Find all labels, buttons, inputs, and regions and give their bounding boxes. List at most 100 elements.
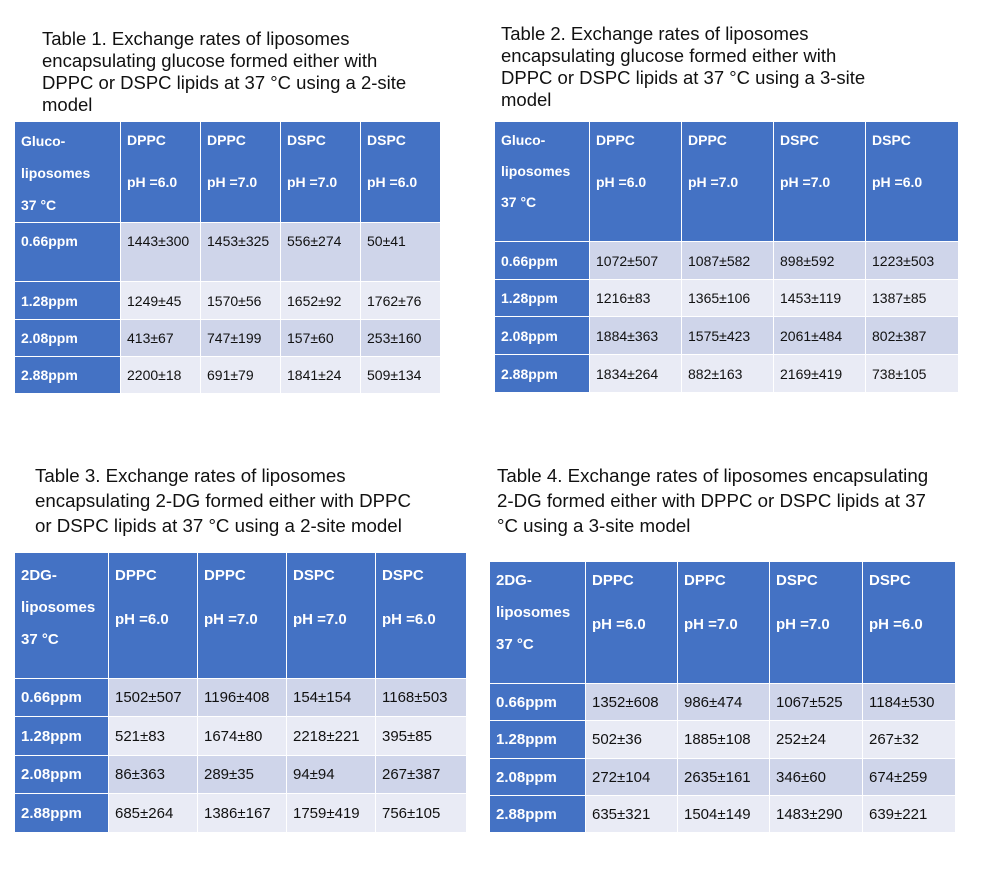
table-cell: 1443±300 [120, 222, 201, 282]
table-cell: 2169±419 [773, 354, 866, 393]
table-cell: 1168±503 [375, 678, 467, 717]
table-cell: 1196±408 [197, 678, 287, 717]
table-cell: 1072±507 [589, 241, 682, 280]
table-cell: 1067±525 [769, 683, 863, 721]
table-2-caption: Table 2. Exchange rates of liposomes enc… [501, 23, 866, 110]
table-cell: 1834±264 [589, 354, 682, 393]
table-row: 2.88ppm 685±264 1386±167 1759±419 756±10… [14, 793, 467, 833]
table-cell: 556±274 [280, 222, 361, 282]
table-cell: 635±321 [585, 795, 678, 833]
row-label: 0.66ppm [14, 222, 121, 282]
table-cell: 252±24 [769, 720, 863, 759]
table-cell: 1386±167 [197, 793, 287, 833]
table-cell: 1365±106 [681, 279, 774, 317]
column-header: DPPC pH =7.0 [677, 561, 770, 684]
header-row: Gluco- liposomes 37 °C DPPC pH =6.0 DPPC p… [14, 121, 441, 223]
table-row: 2.88ppm 2200±18 691±79 1841±24 509±134 [14, 356, 441, 394]
table-cell: 1841±24 [280, 356, 361, 394]
table-cell: 691±79 [200, 356, 281, 394]
table-cell: 986±474 [677, 683, 770, 721]
table-cell: 898±592 [773, 241, 866, 280]
column-header: DPPC pH =7.0 [200, 121, 281, 223]
table-cell: 1453±119 [773, 279, 866, 317]
row-label: 2.88ppm [494, 354, 590, 393]
table-cell: 1453±325 [200, 222, 281, 282]
header-row: 2DG- liposomes 37 °C DPPC pH =6.0 DPPC pH … [489, 561, 956, 684]
table-cell: 1483±290 [769, 795, 863, 833]
row-label: 2.08ppm [494, 316, 590, 355]
table-cell: 413±67 [120, 319, 201, 357]
column-header: DPPC pH =6.0 [585, 561, 678, 684]
row-label: 2.88ppm [14, 793, 109, 833]
table-cell: 2200±18 [120, 356, 201, 394]
table-cell: 1885±108 [677, 720, 770, 759]
row-label: 2.08ppm [14, 319, 121, 357]
table-row: 2.08ppm 413±67 747±199 157±60 253±160 [14, 319, 441, 357]
table-cell: 1502±507 [108, 678, 198, 717]
corner-header: Gluco- liposomes 37 °C [14, 121, 121, 223]
column-header: DPPC pH =7.0 [681, 121, 774, 242]
table-row: 1.28ppm 1216±83 1365±106 1453±119 1387±8… [494, 279, 959, 317]
table-cell: 1884±363 [589, 316, 682, 355]
column-header: DSPC pH =6.0 [862, 561, 956, 684]
table-row: 2.08ppm 86±363 289±35 94±94 267±387 [14, 755, 467, 794]
header-row: 2DG- liposomes 37 °C DPPC pH =6.0 DPPC pH … [14, 552, 467, 679]
table-cell: 1184±530 [862, 683, 956, 721]
table-cell: 346±60 [769, 758, 863, 796]
table-row: 2.88ppm 635±321 1504±149 1483±290 639±22… [489, 795, 956, 833]
table-1-caption: Table 1. Exchange rates of liposomes enc… [42, 28, 407, 115]
table-cell: 1087±582 [681, 241, 774, 280]
table-3-caption: Table 3. Exchange rates of liposomes enc… [35, 465, 411, 536]
column-header: DPPC pH =6.0 [589, 121, 682, 242]
table-cell: 86±363 [108, 755, 198, 794]
table-cell: 1575±423 [681, 316, 774, 355]
table-cell: 157±60 [280, 319, 361, 357]
row-label: 2.08ppm [14, 755, 109, 794]
table-cell: 747±199 [200, 319, 281, 357]
table-cell: 395±85 [375, 716, 467, 756]
row-label: 1.28ppm [14, 716, 109, 756]
table-cell: 639±221 [862, 795, 956, 833]
table-4: 2DG- liposomes 37 °C DPPC pH =6.0 DPPC pH … [489, 561, 956, 833]
corner-header: 2DG- liposomes 37 °C [489, 561, 586, 684]
header-row: Gluco- liposomes 37 °C DPPC pH =6.0 DPPC p… [494, 121, 959, 242]
table-cell: 1759±419 [286, 793, 376, 833]
table-cell: 1570±56 [200, 281, 281, 320]
table-cell: 674±259 [862, 758, 956, 796]
table-cell: 50±41 [360, 222, 441, 282]
row-label: 1.28ppm [494, 279, 590, 317]
table-2: Gluco- liposomes 37 °C DPPC pH =6.0 DPPC p… [494, 121, 959, 393]
row-label: 0.66ppm [494, 241, 590, 280]
column-header: DSPC pH =7.0 [280, 121, 361, 223]
table-cell: 1249±45 [120, 281, 201, 320]
column-header: DSPC pH =7.0 [773, 121, 866, 242]
table-cell: 502±36 [585, 720, 678, 759]
column-header: DSPC pH =6.0 [865, 121, 959, 242]
column-header: DSPC pH =7.0 [769, 561, 863, 684]
row-label: 2.08ppm [489, 758, 586, 796]
table-1: Gluco- liposomes 37 °C DPPC pH =6.0 DPPC p… [14, 121, 441, 394]
table-cell: 1223±503 [865, 241, 959, 280]
row-label: 2.88ppm [489, 795, 586, 833]
row-label: 1.28ppm [14, 281, 121, 320]
table-cell: 267±32 [862, 720, 956, 759]
table-cell: 272±104 [585, 758, 678, 796]
table-cell: 738±105 [865, 354, 959, 393]
table-row: 2.88ppm 1834±264 882±163 2169±419 738±10… [494, 354, 959, 393]
column-header: DSPC pH =7.0 [286, 552, 376, 679]
table-row: 1.28ppm 521±83 1674±80 2218±221 395±85 [14, 716, 467, 756]
table-cell: 1387±85 [865, 279, 959, 317]
table-cell: 253±160 [360, 319, 441, 357]
column-header: DSPC pH =6.0 [375, 552, 467, 679]
table-cell: 1504±149 [677, 795, 770, 833]
table-row: 1.28ppm 502±36 1885±108 252±24 267±32 [489, 720, 956, 759]
table-cell: 289±35 [197, 755, 287, 794]
column-header: DSPC pH =6.0 [360, 121, 441, 223]
table-4-caption: Table 4. Exchange rates of liposomes enc… [497, 465, 929, 536]
table-cell: 1652±92 [280, 281, 361, 320]
row-label: 1.28ppm [489, 720, 586, 759]
table-cell: 521±83 [108, 716, 198, 756]
row-label: 2.88ppm [14, 356, 121, 394]
row-label: 0.66ppm [489, 683, 586, 721]
table-cell: 94±94 [286, 755, 376, 794]
